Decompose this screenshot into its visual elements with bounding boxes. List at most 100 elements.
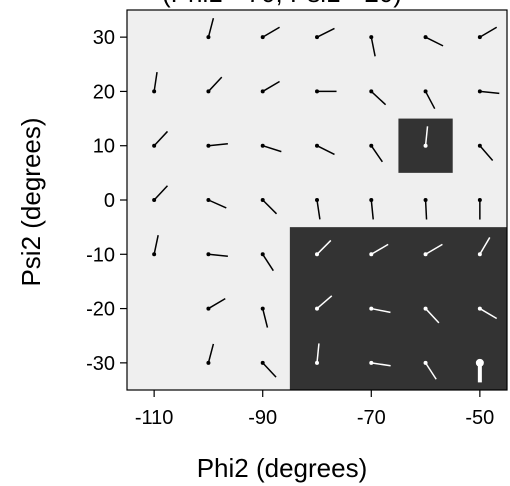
vector-segment (370, 36, 376, 57)
vector-origin-point (315, 89, 319, 94)
vector-segment (262, 199, 278, 215)
x-tick-label: -90 (248, 407, 277, 429)
vector-segment (316, 145, 335, 156)
y-tick-label: -10 (86, 244, 115, 266)
vector-segment (316, 343, 320, 363)
vector-segment (370, 243, 389, 255)
x-tick-label: -110 (135, 407, 174, 429)
vector-segment (479, 26, 498, 38)
x-tick-label: -70 (357, 407, 386, 429)
vector-origin-point (423, 35, 428, 40)
vector-segment (153, 71, 158, 92)
vector-segment (479, 90, 500, 95)
vector-segment (153, 130, 169, 147)
vector-origin-point (369, 198, 374, 202)
vector-segment (425, 308, 440, 324)
vector-origin-point (152, 89, 157, 94)
vector-origin-point (206, 198, 211, 202)
vector-segment (208, 199, 227, 209)
vector-origin-point (477, 143, 482, 148)
vector-origin-point (260, 198, 265, 202)
vector-origin-point (369, 35, 374, 40)
y-tick-label: -20 (86, 299, 115, 321)
vector-segment (207, 18, 215, 38)
vector-origin-point (206, 89, 211, 94)
vector-segment (262, 144, 282, 153)
vector-origin-point (315, 35, 319, 40)
vector-segment (425, 243, 443, 255)
vector-origin-point (152, 143, 157, 148)
x-axis: -110 -90 -70 -50 (135, 390, 494, 429)
vector-segment (207, 343, 215, 364)
vector-origin-point (260, 143, 265, 148)
chart-title: (Phi1=-70, Psi1=-20) (162, 0, 402, 8)
vector-origin-point (369, 306, 374, 311)
vector-origin-point (260, 35, 265, 40)
vector-segment (479, 237, 491, 255)
vector-segment (479, 307, 498, 320)
vector-segment (316, 199, 321, 220)
vector-origin-point (315, 252, 319, 257)
vector-origin-point (206, 360, 211, 365)
vector-segment (370, 145, 383, 163)
vector-origin-point (315, 143, 319, 148)
vector-segment (262, 80, 280, 93)
vector-origin-point (423, 198, 428, 202)
vector-origin-point (369, 89, 374, 94)
vector-origin-point (315, 198, 319, 202)
vector-origin-point (369, 143, 374, 148)
vector-segment (207, 76, 223, 92)
vector-segment (316, 295, 333, 310)
vector-origin-point (206, 306, 211, 311)
vector-origin-point (477, 198, 482, 202)
vector-origin-point (423, 360, 428, 365)
vector-segment (262, 26, 280, 38)
vector-origin-point (315, 360, 319, 365)
vector-origin-point (152, 198, 157, 202)
vector-segment (208, 143, 228, 147)
vector-origin-point (315, 306, 319, 311)
vector-origin-point (369, 252, 374, 257)
vector-segment (153, 235, 159, 255)
x-axis-title: Phi2 (degrees) (197, 453, 368, 483)
vector-segment (153, 185, 169, 201)
vector-origin-point (206, 252, 211, 257)
vector-segment (479, 145, 494, 161)
vector-segment (262, 253, 274, 272)
vector-segment (371, 307, 391, 314)
vector-origin-point (152, 252, 157, 257)
vector-origin-point (475, 358, 484, 367)
vector-segment (370, 199, 374, 220)
vector-segment (370, 90, 387, 106)
vector-segment (424, 199, 428, 220)
vector-origin-point (260, 89, 265, 94)
highlight-region (289, 227, 507, 390)
y-tick-label: 20 (93, 81, 115, 103)
vector-segment (424, 362, 437, 380)
vector-origin-point (423, 252, 428, 257)
vector-segment (208, 253, 228, 257)
vector-segment (424, 91, 436, 110)
plot-area (126, 9, 508, 391)
x-tick-label: -50 (465, 407, 494, 429)
y-axis: 30 20 10 0 -10 -20 -30 (86, 27, 127, 375)
vector-segment (262, 362, 277, 378)
vector-origin-point (260, 252, 265, 257)
vector-origin-point (369, 360, 374, 365)
vector-segment (208, 298, 226, 310)
vector-origin-point (477, 252, 482, 257)
vector-origin-point (206, 35, 211, 40)
vector-segment (316, 239, 332, 255)
vector-origin-point (260, 360, 265, 365)
vector-origin-point (423, 306, 428, 311)
y-tick-label: 10 (93, 136, 115, 158)
vector-segment (371, 362, 391, 367)
vector-segment (425, 36, 444, 47)
vector-origin-point (260, 306, 265, 311)
vector-origin-point (477, 306, 482, 311)
vector-origin-point (206, 143, 211, 148)
vector-origin-point (477, 89, 482, 94)
y-tick-label: 30 (93, 27, 115, 49)
vector-segment (261, 308, 269, 328)
y-axis-title: Psi2 (degrees) (16, 117, 46, 286)
